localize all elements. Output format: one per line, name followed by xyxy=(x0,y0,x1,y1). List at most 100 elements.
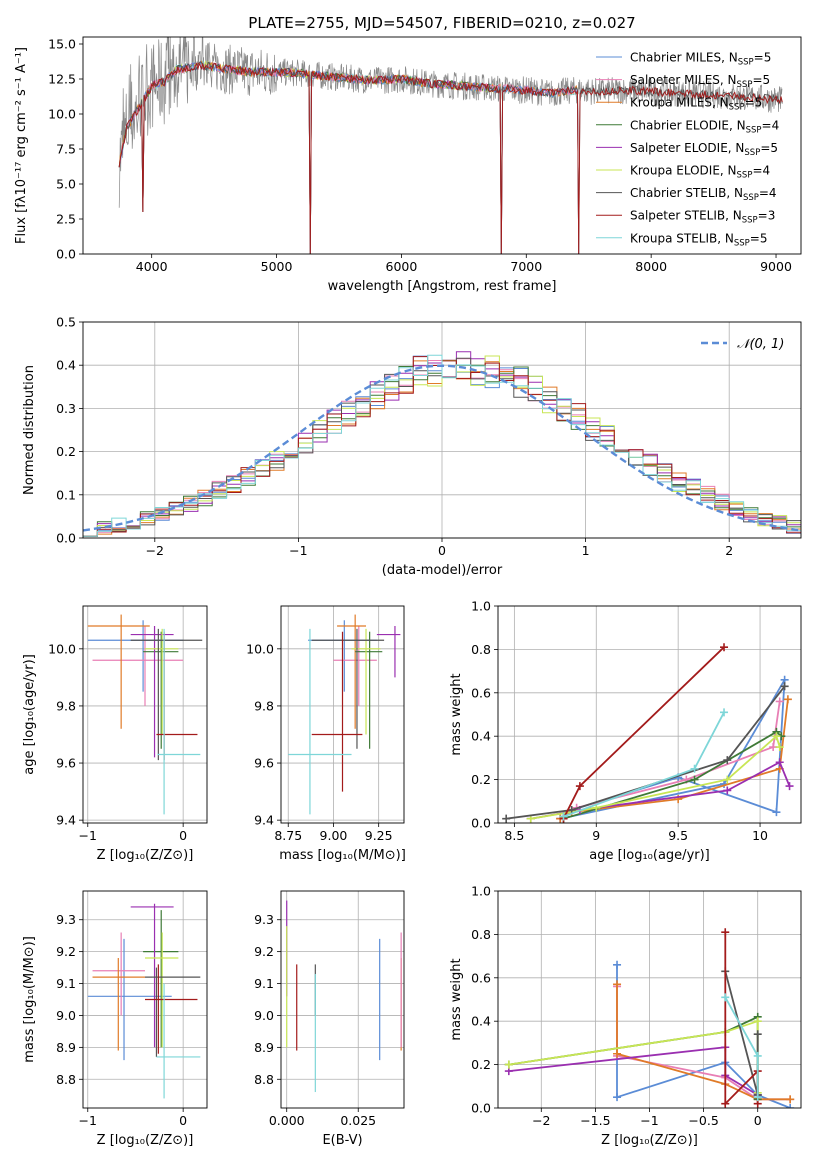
x-tick-label: 9 xyxy=(592,828,600,843)
x-tick-label: 0 xyxy=(179,828,187,843)
y-tick-label: 0.0 xyxy=(56,531,76,546)
x-axis-label: wavelength [Angstrom, rest frame] xyxy=(328,279,557,294)
y-axis-label: age [log₁₀(age/yr)] xyxy=(22,654,37,775)
legend-label: Salpeter ELODIE, N xyxy=(630,141,744,155)
axes-frame xyxy=(280,605,405,824)
legend-subscript: SSP xyxy=(734,238,750,248)
histogram-step-kroupa_stelib xyxy=(83,354,801,538)
legend-label: Kroupa ELODIE, N xyxy=(630,164,737,178)
panel-age_vs_z: −1 0 9.4 9.6 9.8 10.0 Z [log₁₀(Z/Z⊙)] age [log₁… xyxy=(22,605,208,863)
x-tick-label: 6000 xyxy=(386,259,418,274)
weight-point-kroupa_elodie xyxy=(723,775,732,784)
y-tick-label: 9.2 xyxy=(254,944,274,959)
y-tick-label: 9.2 xyxy=(56,944,76,959)
weight-point-salpeter_stelib xyxy=(721,1099,730,1108)
y-tick-label: 0.2 xyxy=(56,444,76,459)
weight-point-chabrier_stelib xyxy=(502,814,511,823)
errorbar-kroupa_stelib xyxy=(156,983,201,1099)
errorbar-salpeter_stelib xyxy=(311,631,363,792)
legend-tail: =5 xyxy=(754,51,772,65)
y-tick-label: 0.0 xyxy=(471,1101,491,1116)
x-axis-label: age [log₁₀(age/yr)] xyxy=(589,848,710,863)
weight-point-kroupa_miles xyxy=(613,1049,622,1058)
y-tick-label: 0.4 xyxy=(471,729,491,744)
x-tick-label: −1 xyxy=(79,828,97,843)
y-tick-label: 9.0 xyxy=(254,1008,274,1023)
weight-point-chabrier_miles xyxy=(786,1104,795,1108)
weight-point-kroupa_stelib xyxy=(753,1051,762,1060)
weight-point-chabrier_miles xyxy=(772,808,781,817)
y-tick-label: 15.0 xyxy=(48,37,76,52)
x-tick-label: 2 xyxy=(725,543,733,558)
y-axis-label: mass weight xyxy=(449,958,464,1040)
x-axis-label: Z [log₁₀(Z/Z⊙)] xyxy=(601,1133,698,1148)
y-tick-label: 0.8 xyxy=(471,642,491,657)
normal-curve-line xyxy=(83,364,801,532)
observed-spectrum-line xyxy=(118,37,783,208)
y-tick-label: 9.1 xyxy=(56,976,76,991)
y-tick-label: 9.4 xyxy=(56,813,76,828)
y-tick-label: 0.3 xyxy=(56,401,76,416)
axes-frame xyxy=(497,605,802,824)
legend-label: Salpeter STELIB, N xyxy=(630,209,742,223)
weight-line-chabrier_elodie xyxy=(563,730,782,820)
plot-area xyxy=(87,903,201,1099)
y-tick-label: 7.5 xyxy=(56,142,76,157)
legend-subscript: SSP xyxy=(744,148,760,158)
weight-point-salpeter_stelib xyxy=(575,782,584,791)
panel-weight_vs_age: 8.5 9 9.5 10 0.0 0.2 0.4 0.6 0.8 1.0 age [log₁₀(ag… xyxy=(449,599,802,863)
errorbar-kroupa_miles xyxy=(92,958,145,1051)
axes-frame xyxy=(82,605,208,824)
y-tick-label: 9.4 xyxy=(254,813,274,828)
y-tick-label: 9.3 xyxy=(56,912,76,927)
x-tick-label: −2 xyxy=(146,543,164,558)
legend-label: Salpeter MILES, N xyxy=(630,73,737,87)
errorbar-salpeter_miles xyxy=(92,625,184,706)
y-tick-label: 10.0 xyxy=(48,107,76,122)
x-tick-label: 4000 xyxy=(136,259,168,274)
weight-point-salpeter_elodie xyxy=(775,758,784,767)
legend-tail: =5 xyxy=(745,96,763,110)
x-axis-label: Z [log₁₀(Z/Z⊙)] xyxy=(97,848,194,863)
weight-point-chabrier_miles xyxy=(613,1093,622,1102)
plot-area xyxy=(288,614,401,815)
panel-residuals: −2 −1 0 1 2 0.0 0.1 0.2 0.3 0.4 0.5 (data-model)/er… xyxy=(22,315,802,578)
panel-spectrum: 4000 5000 6000 7000 8000 9000 0.0 2.5 5.0 7.5 10.0… xyxy=(14,37,802,294)
panel-weight_vs_z: −2 −1.5 −1 −0.5 0 0.0 0.2 0.4 0.6 0.8 1.0 Z [log₁₀(… xyxy=(449,884,802,1148)
y-tick-label: 9.8 xyxy=(56,698,76,713)
y-tick-label: 0.1 xyxy=(56,487,76,502)
x-axis-label: Z [log₁₀(Z/Z⊙)] xyxy=(97,1133,194,1148)
legend-tail: =5 xyxy=(752,73,770,87)
legend-entry-salpeter_miles: Salpeter MILES, NSSP=5 xyxy=(630,73,770,90)
weight-point-chabrier_elodie xyxy=(690,775,699,784)
y-axis-label: mass [log₁₀(M/M⊙)] xyxy=(22,936,37,1063)
plot-area xyxy=(83,351,801,538)
legend-subscript: SSP xyxy=(738,58,754,68)
panel-mass_vs_z: −1 0 8.8 8.9 9.0 9.1 9.2 9.3 Z [log₁₀(Z/Z⊙)] mass… xyxy=(22,890,208,1148)
y-tick-label: 0.2 xyxy=(471,772,491,787)
plot-area xyxy=(502,643,794,823)
y-tick-label: 0.5 xyxy=(56,315,76,330)
y-tick-label: 0.8 xyxy=(471,927,491,942)
legend-subscript: SSP xyxy=(737,80,753,90)
x-tick-label: 0 xyxy=(438,543,446,558)
errorbar-chabrier_stelib xyxy=(145,967,201,1057)
y-axis-label: Normed distribution xyxy=(22,365,37,495)
y-tick-label: 9.0 xyxy=(56,1008,76,1023)
x-axis-label: E(B-V) xyxy=(322,1133,362,1148)
x-axis-label: mass [log₁₀(M/M⊙)] xyxy=(279,848,406,863)
legend-label: Kroupa MILES, N xyxy=(630,96,729,110)
y-tick-label: 0.4 xyxy=(56,358,76,373)
y-tick-label: 9.1 xyxy=(254,976,274,991)
y-tick-label: 9.6 xyxy=(254,756,274,771)
weight-point-chabrier_stelib xyxy=(780,682,789,691)
axes-frame xyxy=(82,890,208,1109)
weight-point-chabrier_stelib xyxy=(723,756,732,765)
errorbar-chabrier_elodie xyxy=(355,631,383,749)
y-tick-label: 1.0 xyxy=(471,884,491,899)
y-tick-label: 0.2 xyxy=(471,1057,491,1072)
weight-point-salpeter_miles xyxy=(775,697,784,706)
y-tick-label: 9.6 xyxy=(56,756,76,771)
y-tick-label: 9.8 xyxy=(254,698,274,713)
legend-tail: =4 xyxy=(752,164,770,178)
